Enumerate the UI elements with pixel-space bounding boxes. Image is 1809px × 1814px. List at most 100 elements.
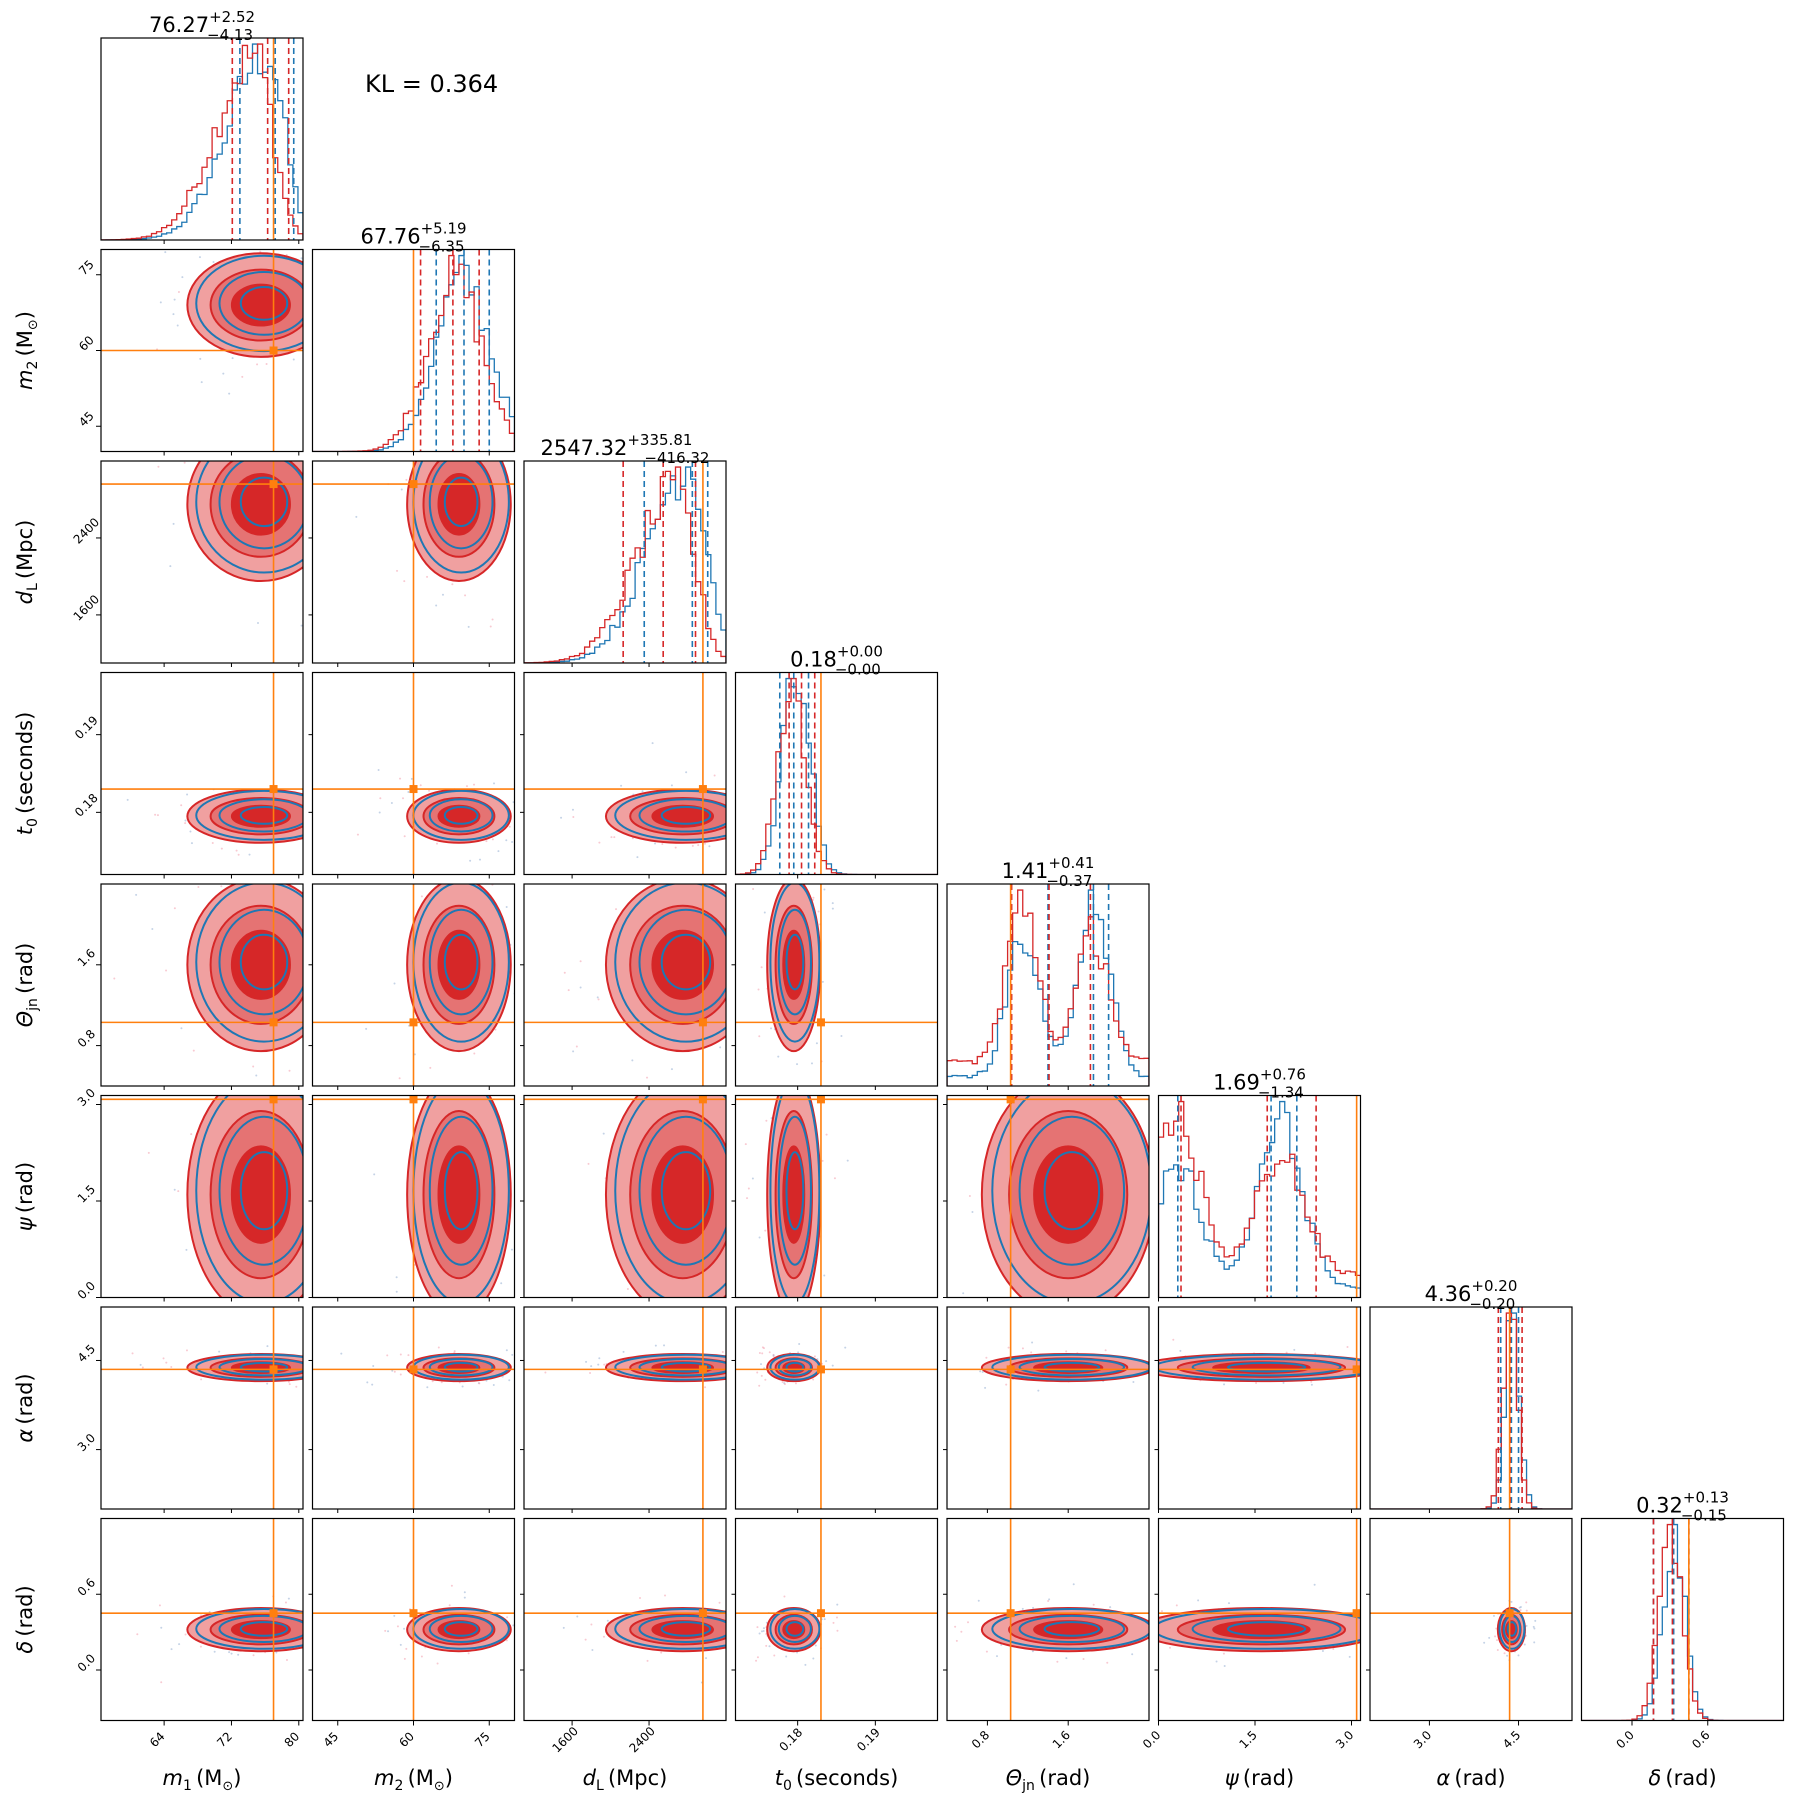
sample-point (1146, 1597, 1148, 1599)
sample-point (528, 1623, 530, 1625)
sample-point (329, 1614, 331, 1616)
blue-contour-3 (239, 286, 289, 321)
sample-point (812, 1378, 815, 1381)
sample-point (285, 1658, 288, 1661)
sample-point (342, 1191, 344, 1193)
sample-point (342, 355, 344, 357)
blue-contour-3 (785, 1361, 805, 1373)
sample-point (753, 805, 755, 807)
sample-point (482, 409, 484, 411)
sample-point (619, 1075, 621, 1077)
sample-point (743, 898, 745, 900)
sample-point (984, 1386, 987, 1389)
sample-point (768, 1645, 771, 1648)
sample-point (622, 1350, 625, 1353)
sample-point (758, 820, 760, 822)
sample-point (674, 846, 677, 849)
panel-title: 0.32+0.13 −0.15 (1636, 1489, 1729, 1525)
sample-point (177, 1190, 180, 1193)
sample-point (405, 1647, 408, 1650)
sample-point (641, 790, 644, 793)
sample-point (1005, 1383, 1008, 1386)
sample-point (355, 1372, 357, 1374)
sample-point (521, 1157, 523, 1159)
sample-point (731, 1630, 733, 1632)
sample-point (341, 1025, 343, 1027)
sample-point (1089, 1308, 1091, 1310)
sample-point (451, 583, 454, 586)
sample-point (718, 1601, 721, 1604)
sample-point (497, 850, 500, 853)
panel-inner (1146, 1518, 1441, 1721)
sample-point (752, 887, 755, 890)
panel-inner (735, 1095, 938, 1304)
sample-point (1439, 1628, 1441, 1630)
blue-contour-1 (614, 1353, 726, 1381)
sample-point (180, 804, 183, 807)
sample-point (603, 1363, 606, 1366)
sample-point (651, 742, 654, 745)
truth-marker (1006, 1609, 1015, 1618)
sample-point (511, 1353, 514, 1356)
sample-point (810, 1062, 813, 1065)
sample-point (731, 1386, 733, 1388)
sample-point (237, 1653, 240, 1656)
sample-point (615, 908, 618, 911)
panel-inner (1134, 1307, 1361, 1509)
sample-point (1152, 1364, 1154, 1366)
sample-point (962, 1292, 965, 1295)
sample-point (439, 1308, 441, 1310)
sample-point (266, 1345, 269, 1348)
sample-point (741, 1349, 743, 1351)
hist-panel-5: 1.41+0.41 −0.37 (946, 854, 1150, 1090)
sample-point (410, 777, 413, 780)
sample-point (761, 1284, 763, 1286)
panel-frame (1157, 1306, 1362, 1510)
hist-panel-8: 0.32+0.13 −0.15 0.0 0.6 (1580, 1489, 1785, 1751)
panel-inner (312, 1518, 530, 1721)
sample-point (347, 436, 349, 438)
sample-point (322, 523, 324, 525)
sample-point (520, 923, 522, 925)
sample-point (1282, 1381, 1285, 1384)
sample-point (371, 1383, 374, 1386)
sample-point (319, 1311, 321, 1313)
sample-point (307, 296, 309, 298)
blue-contour-1 (991, 1095, 1149, 1298)
panel-inner (524, 1518, 733, 1721)
sample-point (180, 1381, 182, 1383)
sample-point (173, 1188, 176, 1191)
sample-point (562, 1626, 565, 1629)
sample-point (760, 966, 763, 969)
sample-point (154, 813, 157, 816)
sample-point (1151, 1371, 1153, 1373)
sample-point (985, 1650, 988, 1653)
blue-histogram (1158, 1100, 1361, 1298)
sample-point (247, 446, 249, 448)
sample-point (794, 1382, 797, 1385)
blue-contour-2 (218, 1614, 303, 1643)
truth-marker (698, 1018, 707, 1027)
sample-point (759, 1288, 761, 1290)
sample-point (305, 394, 307, 396)
sample-point (759, 801, 761, 803)
sample-point (327, 1386, 329, 1388)
sample-point (996, 1335, 998, 1337)
sample-point (802, 809, 804, 811)
hist-panel-4: 0.18+0.00 −0.00 (734, 643, 939, 879)
truth-marker (1352, 1609, 1361, 1618)
sample-point (664, 1594, 667, 1597)
sample-point (1134, 1344, 1136, 1346)
scatter-panel-6-4 (731, 1094, 939, 1304)
sample-point (787, 1302, 789, 1304)
sample-point (740, 985, 742, 987)
sample-point (512, 1624, 515, 1627)
sample-point (228, 392, 231, 395)
blue-contour-2 (218, 461, 303, 550)
panel-inner (312, 409, 515, 663)
sample-point (319, 301, 321, 303)
sample-point (180, 1027, 183, 1030)
truth-marker (409, 480, 418, 489)
sample-point (631, 1059, 634, 1062)
sample-point (1519, 1609, 1522, 1612)
